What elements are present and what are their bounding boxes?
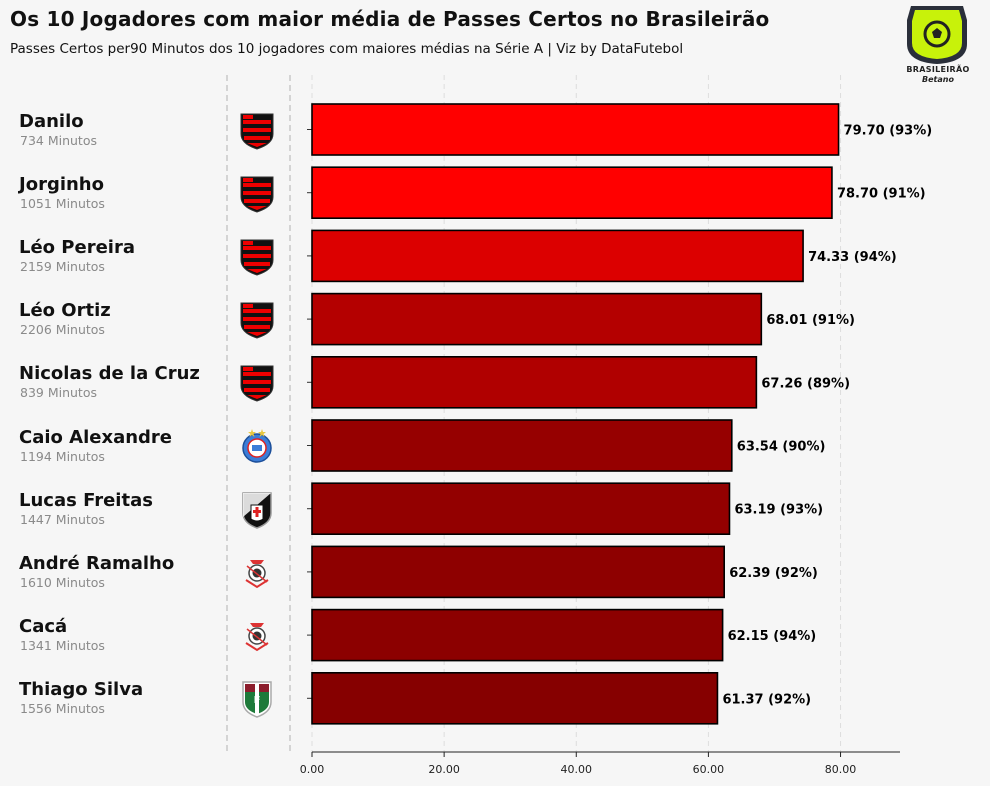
data-label-3: 68.01 (91%) — [766, 313, 855, 328]
flamengo-crest-icon — [240, 365, 274, 402]
corinthians-crest-icon — [245, 623, 269, 652]
data-label-7: 62.39 (92%) — [729, 566, 818, 581]
chart-title: Os 10 Jogadores com maior média de Passe… — [10, 7, 770, 31]
data-label-8: 62.15 (94%) — [728, 629, 817, 644]
bar-8 — [311, 608, 724, 662]
player-name: André Ramalho — [19, 552, 175, 574]
bar-4 — [311, 355, 758, 409]
player-minutes: 734 Minutos — [20, 132, 97, 148]
data-label-2: 74.33 (94%) — [808, 250, 897, 265]
flamengo-crest-icon — [240, 176, 274, 213]
data-label-4: 67.26 (89%) — [761, 376, 850, 391]
player-minutes: 839 Minutos — [20, 385, 97, 401]
bar-1 — [311, 166, 833, 219]
player-minutes: 1051 Minutos — [20, 195, 105, 211]
svg-text:F: F — [254, 695, 261, 706]
x-tick-label-1: 20.00 — [428, 763, 460, 776]
player-minutes: 2159 Minutos — [20, 258, 105, 274]
bar-0 — [311, 103, 840, 156]
player-minutes: 1610 Minutos — [20, 574, 105, 590]
data-label-0: 79.70 (93%) — [844, 124, 933, 139]
player-name: Léo Ortiz — [19, 300, 111, 322]
bar-6 — [311, 482, 731, 536]
flamengo-crest-icon — [240, 113, 274, 150]
data-label-6: 63.19 (93%) — [734, 503, 823, 518]
player-minutes: 1194 Minutos — [20, 448, 105, 464]
x-tick-label-3: 60.00 — [693, 763, 725, 776]
player-name: Caio Alexandre — [19, 426, 173, 448]
fluminense-crest-icon: F — [242, 681, 272, 719]
player-name: Cacá — [19, 616, 68, 638]
logo-text-betano: Betano — [922, 75, 954, 84]
x-tick-label-4: 80.00 — [825, 763, 857, 776]
flamengo-crest-icon — [240, 239, 274, 276]
player-name: Thiago Silva — [19, 679, 144, 701]
player-name: Nicolas de la Cruz — [19, 363, 200, 385]
x-tick-label-0: 0.00 — [300, 763, 325, 776]
bahia-crest-icon — [242, 428, 272, 463]
player-minutes: 1341 Minutos — [20, 638, 105, 654]
player-name: Léo Pereira — [19, 236, 135, 258]
player-name: Lucas Freitas — [19, 489, 153, 511]
flamengo-crest-icon — [240, 302, 274, 339]
bar-3 — [311, 292, 763, 346]
bar-7 — [311, 545, 725, 599]
brasileirao-logo — [907, 6, 967, 64]
x-tick-label-2: 40.00 — [561, 763, 593, 776]
chart-subtitle: Passes Certos per90 Minutos dos 10 jogad… — [10, 41, 684, 57]
logo-text-brasileirao: BRASILEIRÃO — [906, 65, 970, 74]
data-label-1: 78.70 (91%) — [837, 187, 926, 202]
player-minutes: 1556 Minutos — [20, 701, 105, 717]
player-name: Danilo — [19, 110, 84, 132]
data-label-5: 63.54 (90%) — [737, 440, 826, 455]
bar-5 — [311, 419, 733, 472]
corinthians-crest-icon — [245, 559, 269, 589]
data-label-9: 61.37 (92%) — [722, 692, 811, 707]
player-minutes: 2206 Minutos — [20, 322, 105, 338]
player-minutes: 1447 Minutos — [20, 511, 105, 527]
vasco-crest-icon — [242, 491, 272, 529]
bar-2 — [311, 229, 804, 283]
player-name: Jorginho — [19, 173, 104, 195]
bar-9 — [311, 671, 719, 725]
